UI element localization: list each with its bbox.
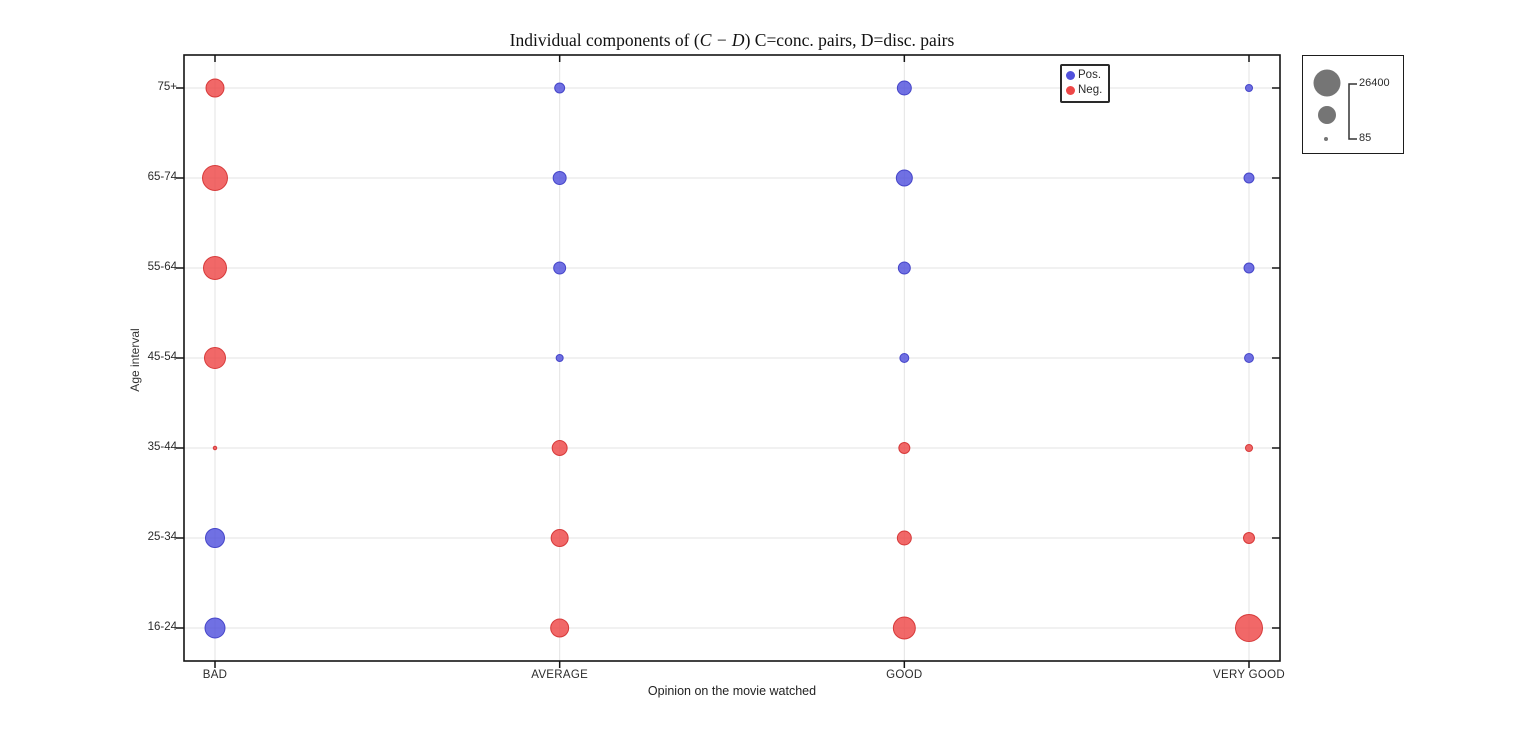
y-tick-label: 25-34 bbox=[147, 531, 177, 543]
chart-title: Individual components of (C − D) C=conc.… bbox=[184, 30, 1280, 51]
bubble bbox=[1243, 262, 1255, 274]
bubble bbox=[1243, 172, 1255, 184]
bubble bbox=[550, 618, 570, 638]
legend-item-pos: Pos. bbox=[1066, 68, 1102, 83]
y-tick-label: 65-74 bbox=[147, 171, 177, 183]
bubble bbox=[1244, 83, 1254, 93]
x-axis-title: Opinion on the movie watched bbox=[647, 684, 817, 698]
size-legend-max-circle bbox=[1313, 69, 1341, 97]
size-legend-max-label: 26400 bbox=[1359, 77, 1390, 89]
bubble bbox=[898, 441, 911, 455]
bubble bbox=[550, 528, 569, 548]
bubble bbox=[551, 440, 568, 456]
bubble bbox=[1244, 443, 1254, 453]
bubble bbox=[212, 445, 218, 451]
x-tick-label: AVERAGE bbox=[531, 669, 589, 681]
chart-title-prefix: Individual components of ( bbox=[509, 30, 700, 50]
size-legend-mid-circle bbox=[1318, 106, 1336, 124]
bubble bbox=[896, 80, 912, 96]
legend-label-neg: Neg. bbox=[1078, 84, 1103, 96]
bubble bbox=[202, 255, 228, 281]
size-legend-min-label: 85 bbox=[1359, 132, 1372, 144]
bubble bbox=[203, 346, 227, 370]
y-tick-label: 45-54 bbox=[147, 351, 177, 363]
bubble bbox=[1242, 531, 1256, 545]
chart-title-math: C − D bbox=[699, 30, 745, 50]
x-tick-label: BAD bbox=[202, 669, 228, 681]
bubble bbox=[204, 617, 226, 639]
bubble bbox=[554, 82, 566, 94]
bubble bbox=[896, 530, 912, 546]
bubble bbox=[553, 261, 567, 275]
neg-dot-icon bbox=[1066, 86, 1075, 95]
bubble bbox=[1244, 353, 1254, 363]
legend-item-neg: Neg. bbox=[1066, 83, 1102, 98]
y-tick-label: 75+ bbox=[157, 81, 177, 93]
bubble bbox=[555, 353, 564, 363]
bubble bbox=[892, 616, 916, 640]
y-tick-label: 35-44 bbox=[147, 441, 177, 453]
bubble bbox=[205, 78, 225, 98]
size-legend-glyphs bbox=[1313, 69, 1357, 141]
size-legend-min-circle bbox=[1324, 137, 1328, 141]
x-tick-label: GOOD bbox=[886, 669, 923, 681]
size-legend: 26400 85 bbox=[1302, 55, 1404, 154]
series-legend: Pos. Neg. bbox=[1060, 64, 1111, 103]
legend-label-pos: Pos. bbox=[1078, 69, 1102, 81]
y-tick-label: 55-64 bbox=[147, 261, 177, 273]
bubble bbox=[899, 353, 910, 363]
bubble bbox=[1235, 614, 1263, 642]
y-tick-label: 16-24 bbox=[147, 621, 177, 633]
chart-title-suffix: ) C=conc. pairs, D=disc. pairs bbox=[744, 30, 955, 50]
bubble bbox=[897, 261, 911, 275]
size-legend-bracket bbox=[1348, 83, 1357, 140]
bubble bbox=[204, 527, 226, 549]
x-tick-label: VERY GOOD bbox=[1213, 669, 1285, 681]
pos-dot-icon bbox=[1066, 71, 1075, 80]
bubble bbox=[895, 169, 913, 187]
bubble bbox=[202, 165, 228, 191]
bubble bbox=[552, 171, 567, 185]
